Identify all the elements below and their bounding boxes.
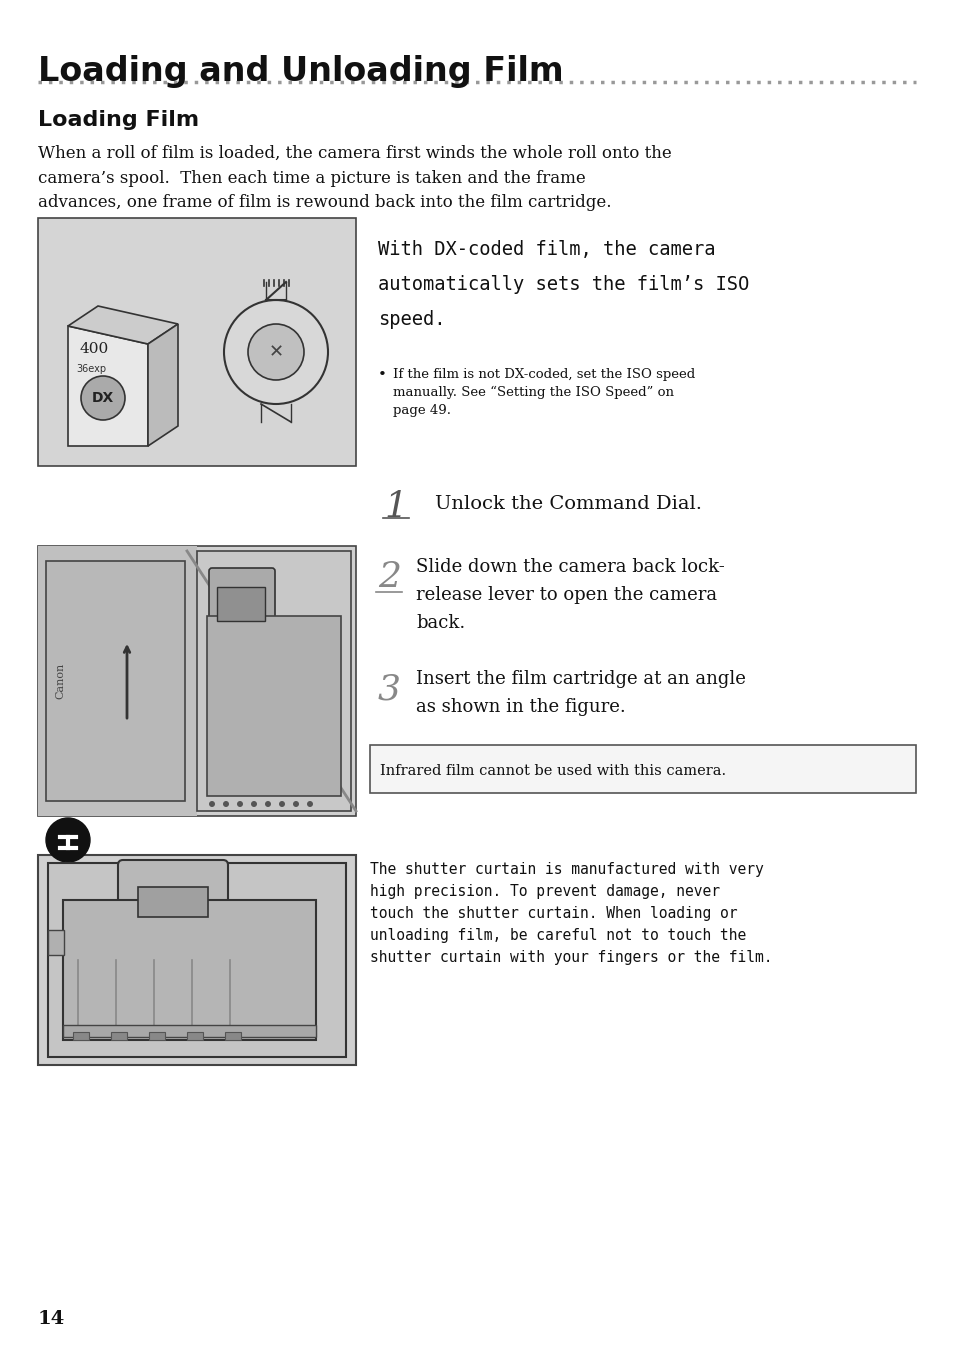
FancyBboxPatch shape [118, 860, 228, 915]
Bar [138, 887, 208, 917]
Bar [149, 1031, 165, 1040]
Bar [63, 1025, 315, 1037]
Text: high precision. To prevent damage, never: high precision. To prevent damage, never [370, 884, 720, 899]
Text: ✕: ✕ [268, 343, 283, 360]
Polygon shape [68, 325, 148, 446]
Bar [38, 545, 196, 815]
Text: speed.: speed. [377, 310, 445, 329]
Text: Unlock the Command Dial.: Unlock the Command Dial. [435, 495, 701, 513]
Text: Infrared film cannot be used with this camera.: Infrared film cannot be used with this c… [379, 764, 725, 778]
Bar [46, 562, 185, 801]
Text: manually. See “Setting the ISO Speed” on: manually. See “Setting the ISO Speed” on [393, 386, 673, 400]
Text: shutter curtain with your fingers or the film.: shutter curtain with your fingers or the… [370, 950, 772, 965]
Bar [48, 863, 346, 1057]
Text: 3: 3 [377, 672, 400, 706]
Bar [63, 900, 315, 1040]
Text: Loading and Unloading Film: Loading and Unloading Film [38, 55, 563, 88]
Text: 14: 14 [38, 1310, 65, 1328]
Text: Loading Film: Loading Film [38, 109, 199, 130]
Circle shape [236, 801, 243, 807]
Bar [111, 1031, 127, 1040]
Text: advances, one frame of film is rewound back into the film cartridge.: advances, one frame of film is rewound b… [38, 194, 611, 211]
Bar [38, 545, 355, 815]
Circle shape [46, 818, 90, 863]
Text: 36exp: 36exp [76, 364, 106, 374]
Bar [38, 217, 355, 466]
Text: unloading film, be careful not to touch the: unloading film, be careful not to touch … [370, 927, 745, 944]
Text: DX: DX [91, 392, 114, 405]
Bar [73, 1031, 89, 1040]
Text: page 49.: page 49. [393, 404, 451, 417]
Text: touch the shutter curtain. When loading or: touch the shutter curtain. When loading … [370, 906, 737, 921]
Text: With DX-coded film, the camera: With DX-coded film, the camera [377, 240, 715, 259]
Circle shape [265, 801, 271, 807]
Circle shape [278, 801, 285, 807]
Circle shape [248, 324, 304, 379]
Bar [370, 745, 915, 792]
Text: 2: 2 [377, 560, 400, 594]
Bar [196, 551, 351, 811]
Text: Canon: Canon [55, 663, 65, 699]
Text: camera’s spool.  Then each time a picture is taken and the frame: camera’s spool. Then each time a picture… [38, 170, 585, 188]
Bar [216, 587, 265, 621]
Text: 1: 1 [384, 490, 407, 524]
Circle shape [293, 801, 298, 807]
Bar [187, 1031, 203, 1040]
Text: When a roll of film is loaded, the camera first winds the whole roll onto the: When a roll of film is loaded, the camer… [38, 144, 671, 162]
Text: back.: back. [416, 614, 465, 632]
Text: The shutter curtain is manufactured with very: The shutter curtain is manufactured with… [370, 863, 763, 878]
Text: release lever to open the camera: release lever to open the camera [416, 586, 717, 603]
Circle shape [251, 801, 256, 807]
Text: If the film is not DX-coded, set the ISO speed: If the film is not DX-coded, set the ISO… [393, 369, 695, 381]
Text: 400: 400 [80, 342, 110, 356]
Circle shape [209, 801, 214, 807]
Bar [48, 930, 64, 954]
Bar [225, 1031, 241, 1040]
Text: Slide down the camera back lock-: Slide down the camera back lock- [416, 558, 724, 576]
Polygon shape [148, 324, 178, 446]
Text: Insert the film cartridge at an angle: Insert the film cartridge at an angle [416, 670, 745, 688]
Circle shape [224, 300, 328, 404]
Bar [207, 616, 340, 796]
Bar [38, 855, 355, 1065]
Text: •: • [377, 369, 387, 382]
Circle shape [307, 801, 313, 807]
Circle shape [81, 377, 125, 420]
Circle shape [223, 801, 229, 807]
Text: automatically sets the film’s ISO: automatically sets the film’s ISO [377, 275, 748, 294]
Text: as shown in the figure.: as shown in the figure. [416, 698, 625, 716]
FancyBboxPatch shape [209, 568, 274, 620]
Polygon shape [68, 306, 178, 344]
